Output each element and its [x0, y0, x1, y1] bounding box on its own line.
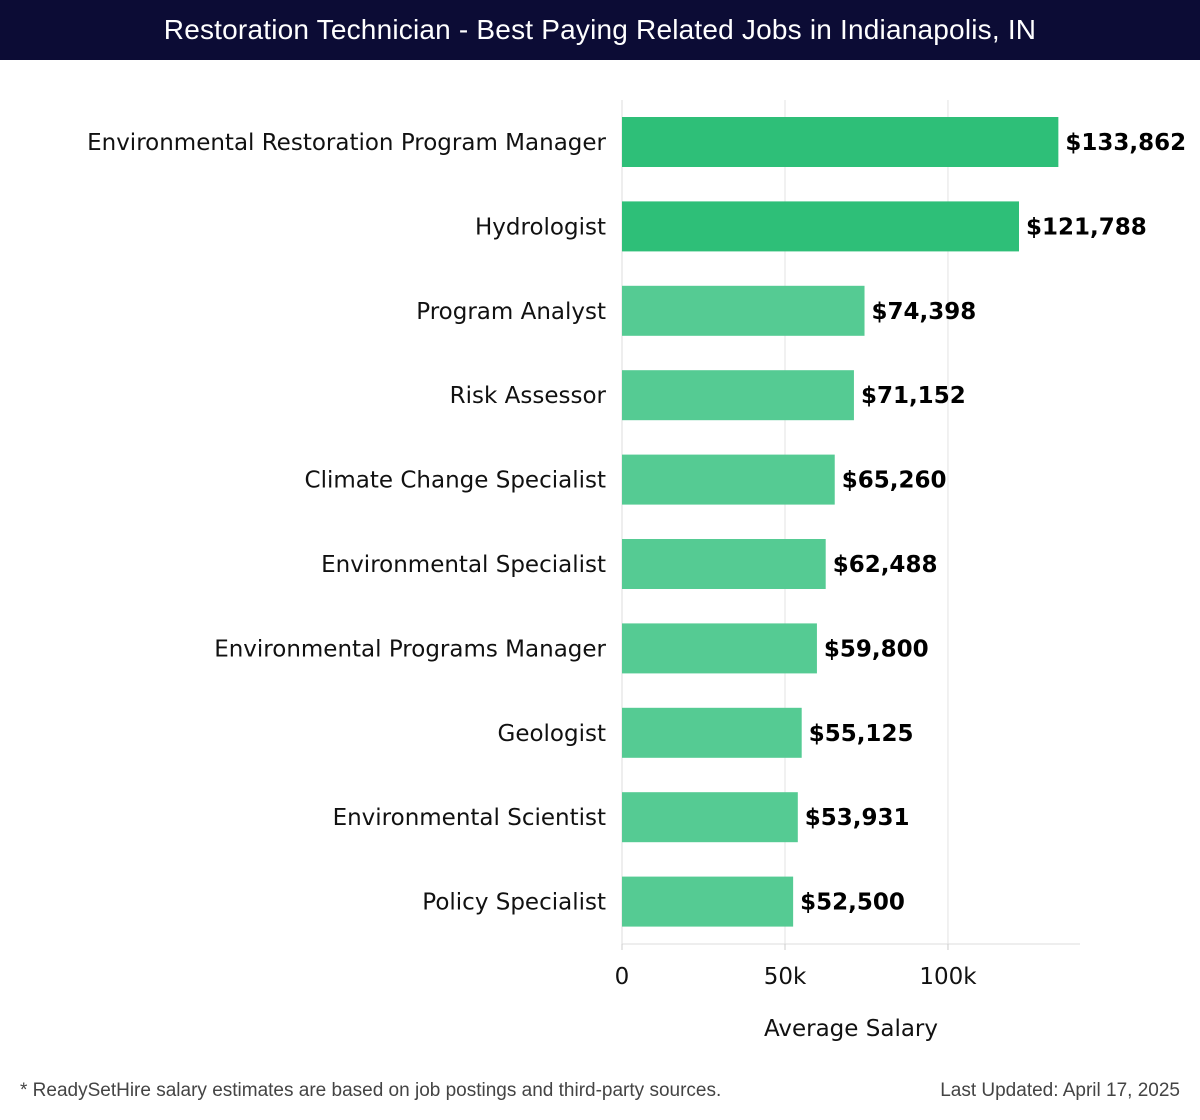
value-label: $52,500 [800, 890, 905, 916]
value-label: $59,800 [824, 636, 929, 662]
category-label: Program Analyst [416, 299, 606, 325]
value-label: $53,931 [805, 805, 910, 831]
category-label: Risk Assessor [450, 383, 607, 409]
bar [622, 707, 802, 758]
bar [622, 539, 826, 589]
chart-title: Restoration Technician - Best Paying Rel… [0, 0, 1200, 60]
bar [622, 876, 794, 927]
category-label: Environmental Scientist [333, 805, 606, 831]
bar [622, 285, 865, 336]
category-labels: Environmental Restoration Program Manage… [87, 130, 606, 916]
bar [622, 201, 1020, 252]
value-label: $74,398 [872, 299, 977, 325]
value-labels: $133,862 $121,788 $74,398 $71,152 $65,260 $62… [800, 130, 1186, 916]
category-label: Policy Specialist [422, 890, 606, 916]
bar [622, 454, 835, 505]
value-label: $133,862 [1065, 130, 1186, 156]
x-tick-label: 50k [764, 964, 807, 990]
category-label: Climate Change Specialist [305, 468, 606, 494]
category-label: Environmental Restoration Program Manage… [87, 130, 606, 156]
category-label: Hydrologist [475, 214, 606, 240]
bar [622, 370, 854, 421]
value-label: $65,260 [842, 468, 947, 494]
footer-note: * ReadySetHire salary estimates are base… [20, 1080, 722, 1101]
value-label: $121,788 [1026, 214, 1147, 240]
value-label: $55,125 [809, 721, 914, 747]
value-label: $71,152 [861, 383, 966, 409]
value-label: $62,488 [833, 552, 938, 578]
category-label: Environmental Programs Manager [214, 636, 606, 662]
last-updated: Last Updated: April 17, 2025 [940, 1080, 1180, 1101]
x-tick-label: 100k [919, 964, 977, 990]
x-tick-label: 0 [615, 964, 630, 990]
bar [622, 117, 1059, 167]
bar [622, 623, 817, 674]
x-axis-title: Average Salary [764, 1016, 938, 1042]
x-axis-ticks: 0 50k 100k [615, 944, 977, 990]
category-label: Geologist [498, 721, 607, 747]
bar [622, 792, 798, 843]
bars [622, 117, 1059, 927]
category-label: Environmental Specialist [321, 552, 606, 578]
